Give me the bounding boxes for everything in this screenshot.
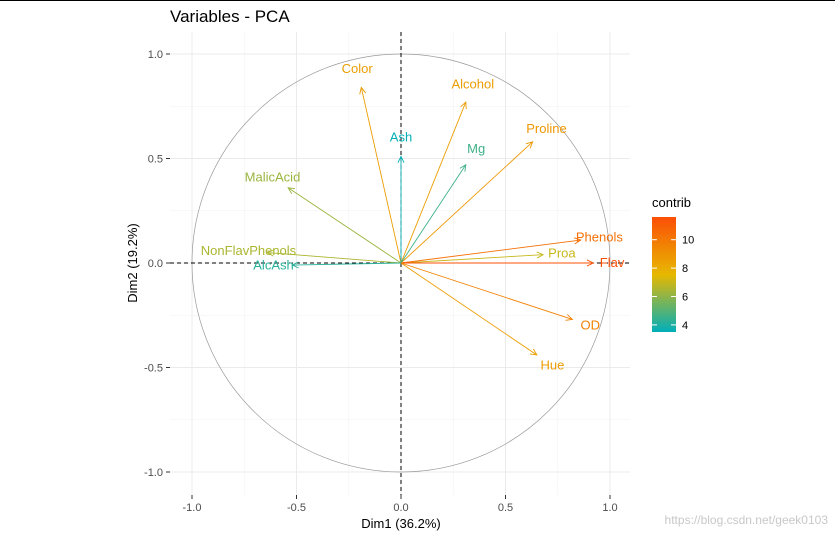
legend: contrib 4 6 8 10	[652, 195, 694, 332]
legend-tick-label: 8	[682, 263, 688, 275]
arrow-color	[360, 87, 402, 264]
label-ash: Ash	[390, 130, 412, 145]
arrowhead-od	[565, 314, 574, 321]
label-od: OD	[580, 317, 600, 332]
label-proa: Proa	[548, 246, 576, 261]
legend-colorbar	[652, 217, 676, 332]
label-alcohol: Alcohol	[451, 77, 494, 92]
arrowhead-proline	[525, 141, 534, 149]
arrowhead-hue	[529, 348, 538, 356]
legend-tick-label: 10	[682, 235, 694, 247]
x-axis-ticks: -1.0 -0.5 0.0 0.5 1.0	[183, 495, 618, 514]
x-tick-label: 1.0	[602, 502, 617, 514]
arrow-malicacid	[287, 187, 402, 264]
variable-labels: Color Alcohol Proline Ash Mg MalicAcid NonFlav…	[201, 61, 625, 372]
label-malicacid: MalicAcid	[245, 169, 301, 184]
arrowhead-ash	[397, 155, 405, 163]
label-nonflavphenols: NonFlavPhenols	[201, 243, 297, 258]
arrowhead-color	[359, 86, 367, 95]
label-color: Color	[342, 61, 374, 76]
x-tick-label: 0.5	[498, 502, 513, 514]
x-axis-title: Dim1 (36.2%)	[361, 516, 440, 531]
y-tick-label: -1.0	[144, 467, 163, 479]
label-phenols: Phenols	[576, 230, 623, 245]
watermark-text: https://blog.csdn.net/geek0103	[665, 513, 829, 527]
x-tick-label: 0.0	[393, 502, 408, 514]
variable-arrows	[266, 86, 595, 356]
legend-ticks: 4 6 8 10	[652, 235, 694, 332]
top-border-line	[0, 0, 835, 1]
arrow-phenols	[400, 239, 581, 264]
legend-tick-label: 6	[682, 292, 688, 304]
label-flav: Flav	[600, 255, 625, 270]
x-tick-label: -0.5	[287, 502, 306, 514]
y-tick-label: 0.0	[148, 258, 163, 270]
legend-title: contrib	[652, 195, 691, 210]
y-axis-ticks: -1.0 -0.5 0.0 0.5 1.0	[144, 49, 170, 479]
arrow-mg	[400, 164, 467, 264]
label-proline: Proline	[526, 121, 566, 136]
y-tick-label: 1.0	[148, 49, 163, 61]
arrowhead-alcash	[291, 261, 299, 269]
arrowhead-alcohol	[460, 101, 467, 110]
arrowhead-mg	[459, 163, 467, 172]
arrowhead-phenols	[573, 237, 582, 245]
legend-tick-label: 4	[682, 320, 688, 332]
arrow-od	[400, 262, 573, 320]
arrowhead-proa	[536, 251, 545, 259]
chart-title: Variables - PCA	[170, 7, 290, 26]
arrowhead-malicacid	[287, 187, 296, 195]
y-tick-label: -0.5	[144, 363, 163, 375]
arrow-hue	[400, 262, 538, 356]
arrow-alcash	[292, 262, 402, 266]
arrowhead-flav	[586, 259, 595, 267]
x-tick-label: -1.0	[183, 502, 202, 514]
label-mg: Mg	[467, 141, 485, 156]
arrowhead-nonflavphenols	[266, 249, 274, 257]
label-hue: Hue	[540, 358, 564, 373]
y-axis-title: Dim2 (19.2%)	[125, 223, 140, 302]
label-alcash: AlcAsh	[253, 257, 293, 272]
arrow-alcohol	[400, 101, 467, 264]
arrow-proa	[400, 254, 544, 264]
arrow-nonflavphenols	[267, 252, 402, 264]
arrow-proline	[400, 141, 533, 264]
y-tick-label: 0.5	[148, 154, 163, 166]
